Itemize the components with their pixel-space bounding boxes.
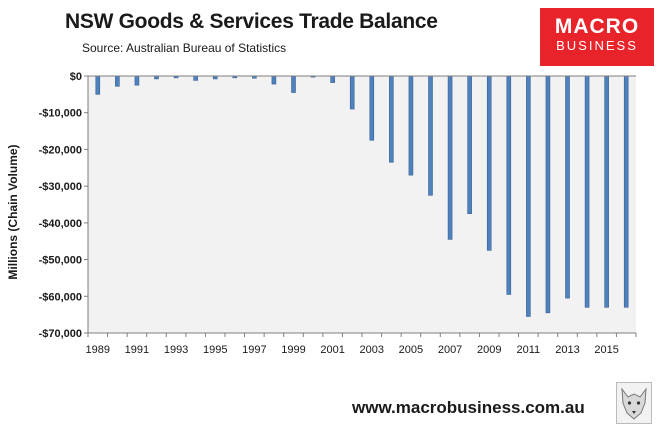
chart-source: Source: Australian Bureau of Statistics [82, 41, 287, 55]
bar [447, 75, 453, 240]
x-tick-label: 1997 [242, 344, 266, 356]
bar [584, 75, 590, 308]
chart-title: NSW Goods & Services Trade Balance [65, 10, 438, 33]
bar [545, 75, 551, 314]
bar [623, 75, 629, 308]
bar [271, 75, 277, 85]
bar [369, 75, 375, 141]
x-tick-label: 1999 [281, 344, 305, 356]
bar [506, 75, 512, 295]
bar [389, 75, 394, 163]
y-tick-label: -$10,000 [39, 108, 82, 120]
x-tick-label: 2011 [517, 344, 541, 356]
x-tick-label: 1991 [125, 344, 149, 356]
bar [193, 75, 198, 81]
bar [486, 75, 492, 251]
x-tick-label: 2007 [438, 344, 462, 356]
brand-line1: MACRO [554, 15, 640, 38]
bar [467, 75, 472, 214]
bar [115, 75, 120, 87]
bar [291, 75, 296, 93]
plot-area [88, 76, 636, 333]
bar [428, 75, 433, 196]
x-tick-label: 2013 [555, 344, 579, 356]
site-url[interactable]: www.macrobusiness.com.au [352, 398, 585, 417]
y-tick-label: -$40,000 [39, 218, 82, 230]
y-tick-label: $0 [70, 71, 82, 83]
x-tick-label: 1993 [164, 344, 188, 356]
y-tick-label: -$30,000 [39, 181, 82, 193]
y-tick-label: -$50,000 [39, 255, 82, 267]
bar [408, 75, 414, 176]
wolf-logo-icon [616, 382, 652, 424]
brand-logo[interactable]: MACRO BUSINESS [540, 8, 654, 66]
bar [565, 75, 570, 299]
bar [604, 75, 609, 308]
x-tick-label: 1995 [203, 344, 227, 356]
y-tick-label: -$70,000 [39, 328, 82, 340]
brand-line2: BUSINESS [556, 38, 638, 53]
x-tick-label: 2001 [320, 344, 344, 356]
x-tick-label: 2003 [360, 344, 384, 356]
bar [330, 75, 335, 83]
y-tick-label: -$60,000 [39, 291, 82, 303]
x-tick-label: 1989 [86, 344, 110, 356]
bar [349, 75, 355, 110]
bar [134, 75, 140, 86]
x-tick-label: 2005 [399, 344, 423, 356]
x-tick-label: 2015 [594, 344, 618, 356]
x-tick-label: 2009 [477, 344, 501, 356]
y-tick-label: -$20,000 [39, 144, 82, 156]
bar [526, 75, 531, 317]
bar [95, 75, 101, 95]
